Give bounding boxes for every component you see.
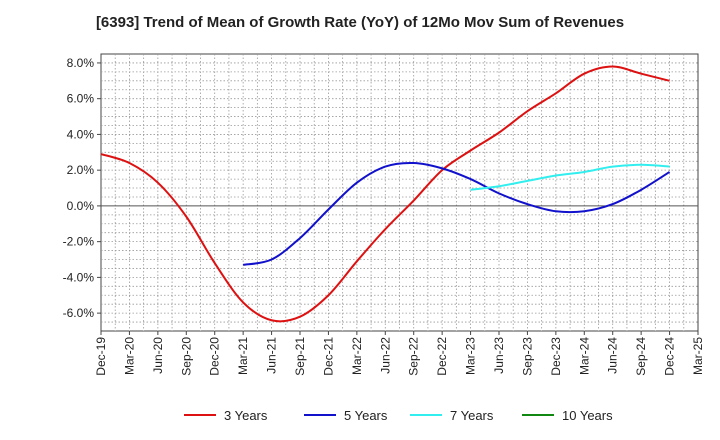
series-line-5-years (242, 161, 671, 266)
x-tick-label: Jun-20 (151, 337, 165, 374)
legend-label-5-years: 5 Years (344, 408, 388, 423)
y-tick-label: -4.0% (63, 270, 95, 284)
y-tick-label: 0.0% (67, 199, 95, 213)
x-tick-label: Mar-20 (122, 337, 136, 375)
x-tick-label: Dec-20 (208, 337, 222, 376)
x-tick-label: Mar-24 (577, 337, 591, 375)
legend: 3 Years 5 Years 7 Years 10 Years (184, 408, 613, 423)
x-tick-label: Jun-24 (606, 337, 620, 374)
y-tick-label: -2.0% (63, 235, 95, 249)
legend-label-3-years: 3 Years (224, 408, 268, 423)
series-line-3-years (100, 65, 670, 323)
series-line-7-years (470, 163, 670, 191)
x-tick-label: Sep-22 (407, 337, 421, 376)
y-tick-label: -6.0% (63, 306, 95, 320)
x-tick-label: Dec-21 (321, 337, 335, 376)
x-tick-label: Dec-23 (549, 337, 563, 376)
x-tick-label: Jun-22 (378, 337, 392, 374)
x-tick-label: Jun-21 (265, 337, 279, 374)
x-tick-label: Dec-24 (663, 337, 677, 376)
grid-lines (101, 54, 698, 331)
x-tick-label: Dec-19 (94, 337, 108, 376)
x-tick-label: Sep-24 (634, 337, 648, 376)
y-axis-ticks: 8.0% 6.0% 4.0% 2.0% 0.0% -2.0% -4.0% -6.0% (63, 56, 101, 320)
x-tick-label: Sep-20 (179, 337, 193, 376)
x-tick-label: Dec-22 (435, 337, 449, 376)
legend-label-10-years: 10 Years (562, 408, 613, 423)
x-tick-label: Mar-25 (691, 337, 705, 375)
y-tick-label: 2.0% (67, 163, 95, 177)
series-lines (100, 65, 671, 323)
y-tick-label: 8.0% (67, 56, 95, 70)
y-tick-label: 4.0% (67, 127, 95, 141)
x-tick-label: Mar-23 (464, 337, 478, 375)
legend-label-7-years: 7 Years (450, 408, 494, 423)
y-tick-label: 6.0% (67, 92, 95, 106)
x-tick-label: Mar-21 (236, 337, 250, 375)
x-tick-label: Sep-23 (520, 337, 534, 376)
x-axis-ticks: Dec-19 Mar-20 Jun-20 Sep-20 Dec-20 Mar-21 Jun-… (94, 331, 705, 376)
x-tick-label: Mar-22 (350, 337, 364, 375)
chart-title: [6393] Trend of Mean of Growth Rate (YoY… (95, 14, 625, 31)
x-tick-label: Sep-21 (293, 337, 307, 376)
x-tick-label: Jun-23 (492, 337, 506, 374)
